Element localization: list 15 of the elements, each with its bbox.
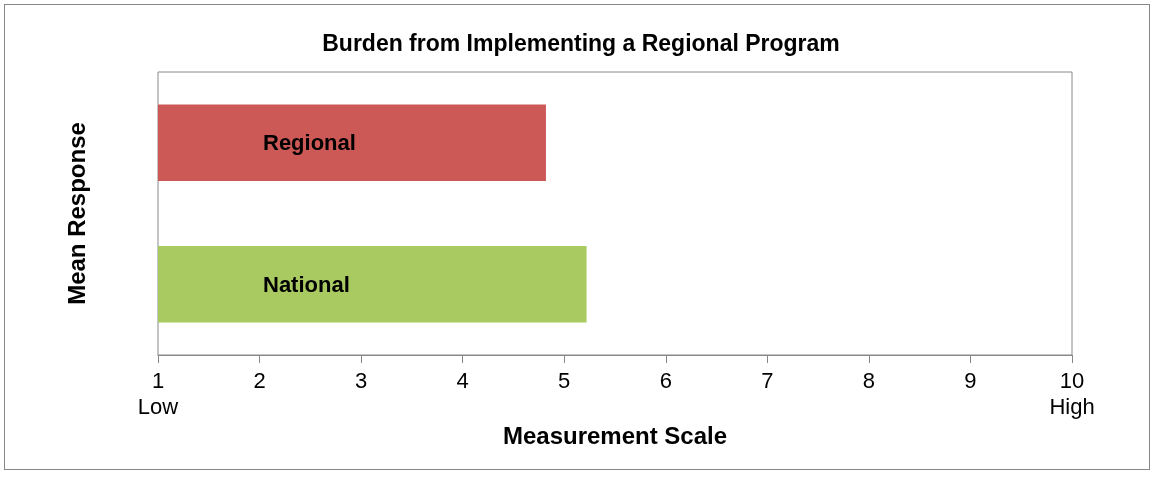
y-tick-label: Regional <box>263 130 356 156</box>
y-axis-title: Mean Response <box>62 122 90 305</box>
x-axis-title: Measurement Scale <box>502 422 728 450</box>
x-tick-label: 1 Low <box>137 367 179 419</box>
x-tick-label: 4 <box>456 367 469 393</box>
chart-title: Burden from Implementing a Regional Program <box>322 29 840 56</box>
x-tick-label: 8 <box>862 367 876 393</box>
y-tick-label: National <box>263 271 350 297</box>
x-tick-label: 5 <box>558 367 571 393</box>
x-tick-label: 10 High <box>1049 367 1095 419</box>
x-tick-label: 7 <box>761 367 774 393</box>
x-tick-label: 6 <box>659 367 672 393</box>
x-tick-label: 3 <box>354 367 368 393</box>
x-tick-label: 2 <box>253 367 266 393</box>
x-tick-label: 9 <box>964 367 977 393</box>
